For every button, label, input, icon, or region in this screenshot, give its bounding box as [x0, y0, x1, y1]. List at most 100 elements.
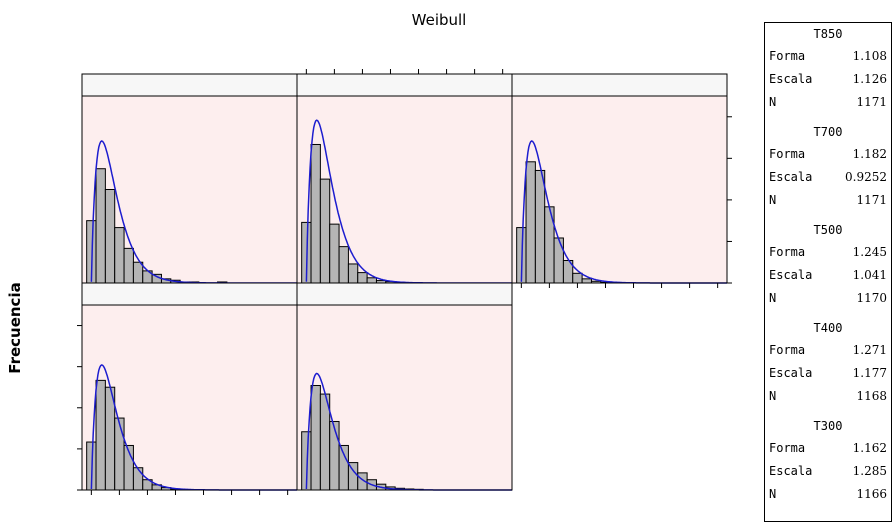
histogram-bar [338, 246, 349, 284]
histogram-bar [114, 417, 125, 491]
stats-value: 1171 [856, 95, 887, 109]
stats-value: 1.271 [852, 343, 887, 357]
histogram-bar [319, 178, 331, 284]
stats-value: 1.126 [852, 72, 887, 86]
stats-value: 1166 [856, 487, 887, 501]
stats-value: 1171 [856, 193, 887, 207]
histogram-bar [338, 444, 349, 491]
x-axis-mid [520, 283, 719, 288]
axes [77, 69, 732, 495]
stats-group-t400: T400 Forma 1.271 Escala 1.177 N 1168 [765, 321, 891, 419]
strip-header [81, 282, 298, 306]
stats-group-t300: T300 Forma 1.162 Escala 1.285 N 1166 [765, 419, 891, 517]
panel-t500 [511, 73, 728, 284]
histogram-bar [347, 263, 359, 284]
histogram-bar [310, 143, 321, 284]
stats-group-t850: T850 Forma 1.108 Escala 1.126 N 1171 [765, 27, 891, 125]
histogram-bar [123, 247, 134, 284]
stats-row: Escala 1.041 [765, 268, 891, 284]
x-axis-bottom [90, 490, 289, 495]
stats-value: 1.285 [852, 464, 887, 478]
stats-label: Escala [769, 170, 813, 184]
histogram-bar [104, 189, 116, 284]
stats-group-title: T400 [813, 321, 843, 335]
stats-row: Escala 1.126 [765, 72, 891, 88]
stats-group-t500: T500 Forma 1.245 Escala 1.041 N 1170 [765, 223, 891, 321]
histogram-bar [95, 168, 106, 284]
panel-border [296, 304, 513, 491]
stats-row: Escala 0.9252 [765, 170, 891, 186]
histogram-bar [310, 385, 321, 491]
panel-border [511, 95, 728, 284]
stats-label: Escala [769, 464, 813, 478]
stats-value: 1.162 [852, 441, 887, 455]
stats-row: Forma 1.108 [765, 49, 891, 65]
histogram-bar [95, 379, 106, 491]
stats-label: N [769, 291, 777, 305]
strip-header [81, 73, 298, 97]
stats-row: N 1171 [765, 95, 891, 111]
stats-row: Forma 1.271 [765, 343, 891, 359]
y-axis-label: Frecuencia [6, 282, 24, 373]
stats-label: Forma [769, 343, 806, 357]
stats-group-title: T500 [813, 223, 843, 237]
stats-row: Escala 1.177 [765, 366, 891, 382]
panel-t300 [296, 282, 513, 491]
chart-title: Weibull [412, 11, 467, 29]
histogram-bar [525, 161, 536, 284]
histogram-bar [114, 227, 125, 284]
stats-legend-box: T850 Forma 1.108 Escala 1.126 N 1171 T700 Forma 1… [764, 22, 892, 522]
histogram-bar [132, 261, 144, 284]
histogram-bar [553, 237, 564, 284]
stats-group-title: T850 [813, 27, 843, 41]
stats-group-t700: T700 Forma 1.182 Escala 0.9252 N 1171 [765, 125, 891, 223]
stats-value: 1.041 [852, 268, 887, 282]
stats-row: Forma 1.245 [765, 245, 891, 261]
stats-row: Forma 1.182 [765, 147, 891, 163]
histogram-bar [572, 272, 583, 284]
x-axis-top [305, 69, 504, 74]
histogram-bar [329, 223, 340, 284]
strip-header [296, 282, 513, 306]
y-axis-right [727, 116, 732, 284]
stats-label: N [769, 95, 777, 109]
stats-value: 1170 [856, 291, 887, 305]
panels [81, 73, 728, 491]
stats-label: Escala [769, 268, 813, 282]
stats-label: Forma [769, 49, 806, 63]
stats-row: Escala 1.285 [765, 464, 891, 480]
stats-row: Forma 1.162 [765, 441, 891, 457]
histogram-bar [534, 169, 546, 284]
stats-value: 0.9252 [845, 170, 887, 184]
panel-t400 [81, 282, 298, 491]
histogram-bar [581, 278, 592, 284]
stats-value: 1.182 [852, 147, 887, 161]
stats-label: Forma [769, 245, 806, 259]
panel-t850 [81, 73, 298, 284]
stats-label: N [769, 193, 777, 207]
stats-row: N 1170 [765, 291, 891, 307]
stats-row: N 1166 [765, 487, 891, 503]
stats-label: Forma [769, 441, 806, 455]
strip-header [511, 73, 728, 97]
stats-row: N 1168 [765, 389, 891, 405]
y-axis-left [77, 325, 82, 491]
stats-value: 1.177 [852, 366, 887, 380]
stats-label: N [769, 487, 777, 501]
stats-group-title: T700 [813, 125, 843, 139]
stats-label: N [769, 389, 777, 403]
stats-label: Escala [769, 72, 813, 86]
histogram-bar [132, 467, 144, 491]
stats-label: Escala [769, 366, 813, 380]
panel-t700 [296, 73, 513, 284]
stats-group-title: T300 [813, 419, 843, 433]
stats-value: 1.245 [852, 245, 887, 259]
stats-value: 1168 [856, 389, 887, 403]
stats-label: Forma [769, 147, 806, 161]
histogram-bar [366, 277, 377, 284]
histogram-bar [357, 272, 368, 284]
stats-value: 1.108 [852, 49, 887, 63]
histogram-bar [329, 420, 340, 491]
stats-row: N 1171 [765, 193, 891, 209]
